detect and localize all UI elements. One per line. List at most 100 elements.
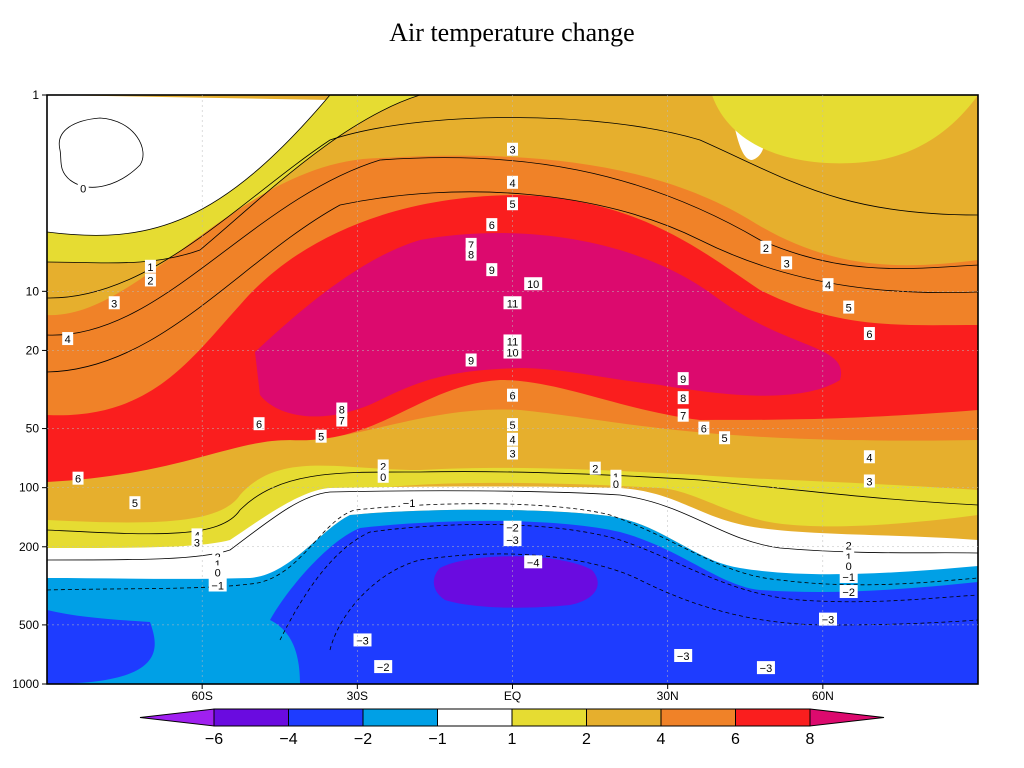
contour-label: 10	[503, 345, 522, 360]
contour-label: 2	[760, 240, 772, 255]
x-axis: 60S 30S EQ 30N 60N	[191, 95, 834, 703]
contour-label: 8	[465, 247, 477, 262]
contour-label: 6	[72, 471, 84, 486]
contour-label-text: 6	[75, 474, 81, 486]
contour-label-text: 11	[507, 336, 518, 348]
y-tick-label: 20	[26, 343, 40, 357]
contour-label-bg	[336, 402, 348, 416]
colorbar: −6 −4 −2 −1 1 2 4 6 8	[139, 708, 885, 748]
contour-label: 5	[719, 431, 731, 445]
contour-label-text: 6	[489, 220, 495, 232]
contour-label: 4	[507, 175, 518, 190]
contour-label: 2	[589, 461, 601, 476]
contour-label-text: 5	[132, 498, 138, 510]
contour-label-text: 0	[80, 184, 86, 196]
contour-label-text: 8	[680, 393, 686, 405]
yellow-band-upper	[47, 95, 420, 263]
contour-label-text: 3	[509, 449, 515, 461]
contour-label-text: −4	[527, 557, 540, 569]
colorbar-tick-label: 6	[731, 731, 740, 748]
contour-label-text: 4	[65, 334, 71, 346]
colorbar-box	[288, 708, 364, 727]
contour-label-bg	[212, 557, 224, 571]
contour-label-bg	[72, 471, 84, 485]
contour-label: 9	[486, 263, 498, 277]
contour-4-line	[47, 157, 978, 336]
contour-label-bg	[191, 535, 203, 549]
contour-label-text: −2	[377, 662, 390, 674]
magenta-core	[255, 233, 842, 417]
contour-label-text: 7	[339, 416, 345, 428]
contour-label-text: 8	[468, 250, 474, 262]
colorbar-tick-label: 1	[508, 731, 517, 748]
contour-label-text: −2	[842, 587, 855, 599]
contour-label-bg	[503, 520, 522, 534]
colorbar-tick-label: 4	[657, 731, 666, 748]
contour-label: 11	[503, 296, 522, 310]
contour-label: 2	[843, 538, 855, 552]
contour-label-bg	[465, 237, 477, 251]
contour-neg2-line	[279, 524, 978, 641]
contour-label-bg	[843, 538, 855, 552]
contour-label-bg	[677, 372, 689, 386]
contour-label: −1	[208, 578, 227, 593]
contour-label: 3	[507, 142, 518, 157]
contour-label-text: −2	[506, 523, 519, 535]
contour-label-bg	[377, 459, 389, 473]
contour-label-bg	[524, 555, 543, 569]
y-tick-label: 10	[26, 284, 40, 298]
contour-label-bg	[62, 332, 74, 346]
contour-label: 8	[336, 402, 348, 417]
contour-label-text: 5	[846, 303, 852, 315]
contour-label-text: 10	[527, 279, 539, 291]
contour-label: 6	[486, 218, 498, 232]
contour-label: −1	[400, 496, 419, 510]
contour-label-bg	[377, 469, 389, 483]
contour-label-text: 9	[489, 265, 495, 277]
y-tick-label: 1	[32, 88, 39, 102]
contour-label: −2	[503, 520, 522, 535]
contour-label-text: 5	[721, 433, 727, 445]
contour-label-text: −3	[356, 635, 369, 647]
y-tick-label: 500	[19, 618, 39, 632]
contour-label-text: 0	[846, 561, 852, 573]
contour-label-bg	[822, 278, 834, 292]
contour-label-bg	[212, 565, 224, 579]
contour-label-text: 6	[866, 329, 872, 341]
contour-label: 10	[524, 277, 543, 291]
contour-label-text: 1	[147, 262, 153, 274]
contour-label: 6	[863, 327, 875, 341]
colorbar-tick-label: −2	[354, 731, 372, 748]
contour-label-text: 3	[111, 298, 117, 310]
contour-label-bg	[819, 612, 838, 626]
contour-label-bg	[144, 273, 156, 287]
contour-label-bg	[760, 240, 772, 254]
contour-label-text: 7	[680, 411, 686, 423]
colorbar-box	[437, 708, 513, 727]
contour-label: 5	[843, 300, 855, 315]
contour-label-bg	[674, 648, 693, 662]
contour-label-text: 1	[215, 559, 221, 571]
contour-label-bg	[503, 533, 522, 547]
contour-label-text: −1	[842, 572, 855, 584]
contour-label-bg	[756, 661, 775, 675]
purple-core	[433, 556, 598, 608]
contour-lower-a	[47, 471, 978, 535]
contour-label-text: 2	[763, 243, 769, 255]
contour-label-bg	[781, 256, 793, 270]
contour-label-bg	[486, 218, 498, 232]
contour-label-bg	[507, 175, 518, 189]
contour-label: −2	[839, 585, 858, 599]
colorbar-under-triangle	[139, 708, 215, 727]
contour-label-text: 5	[318, 432, 324, 444]
contour-label-text: 4	[866, 452, 872, 464]
colorbar-tick-label: 8	[806, 731, 815, 748]
contour-label: −4	[524, 555, 543, 569]
colorbar-tick-label: −6	[205, 731, 223, 748]
contour-label: 0	[212, 565, 224, 579]
contour-label-bg	[507, 142, 518, 156]
contour-label-text: 3	[194, 537, 200, 549]
contour-label-bg	[212, 549, 224, 563]
y-tick-label: 100	[19, 481, 39, 495]
